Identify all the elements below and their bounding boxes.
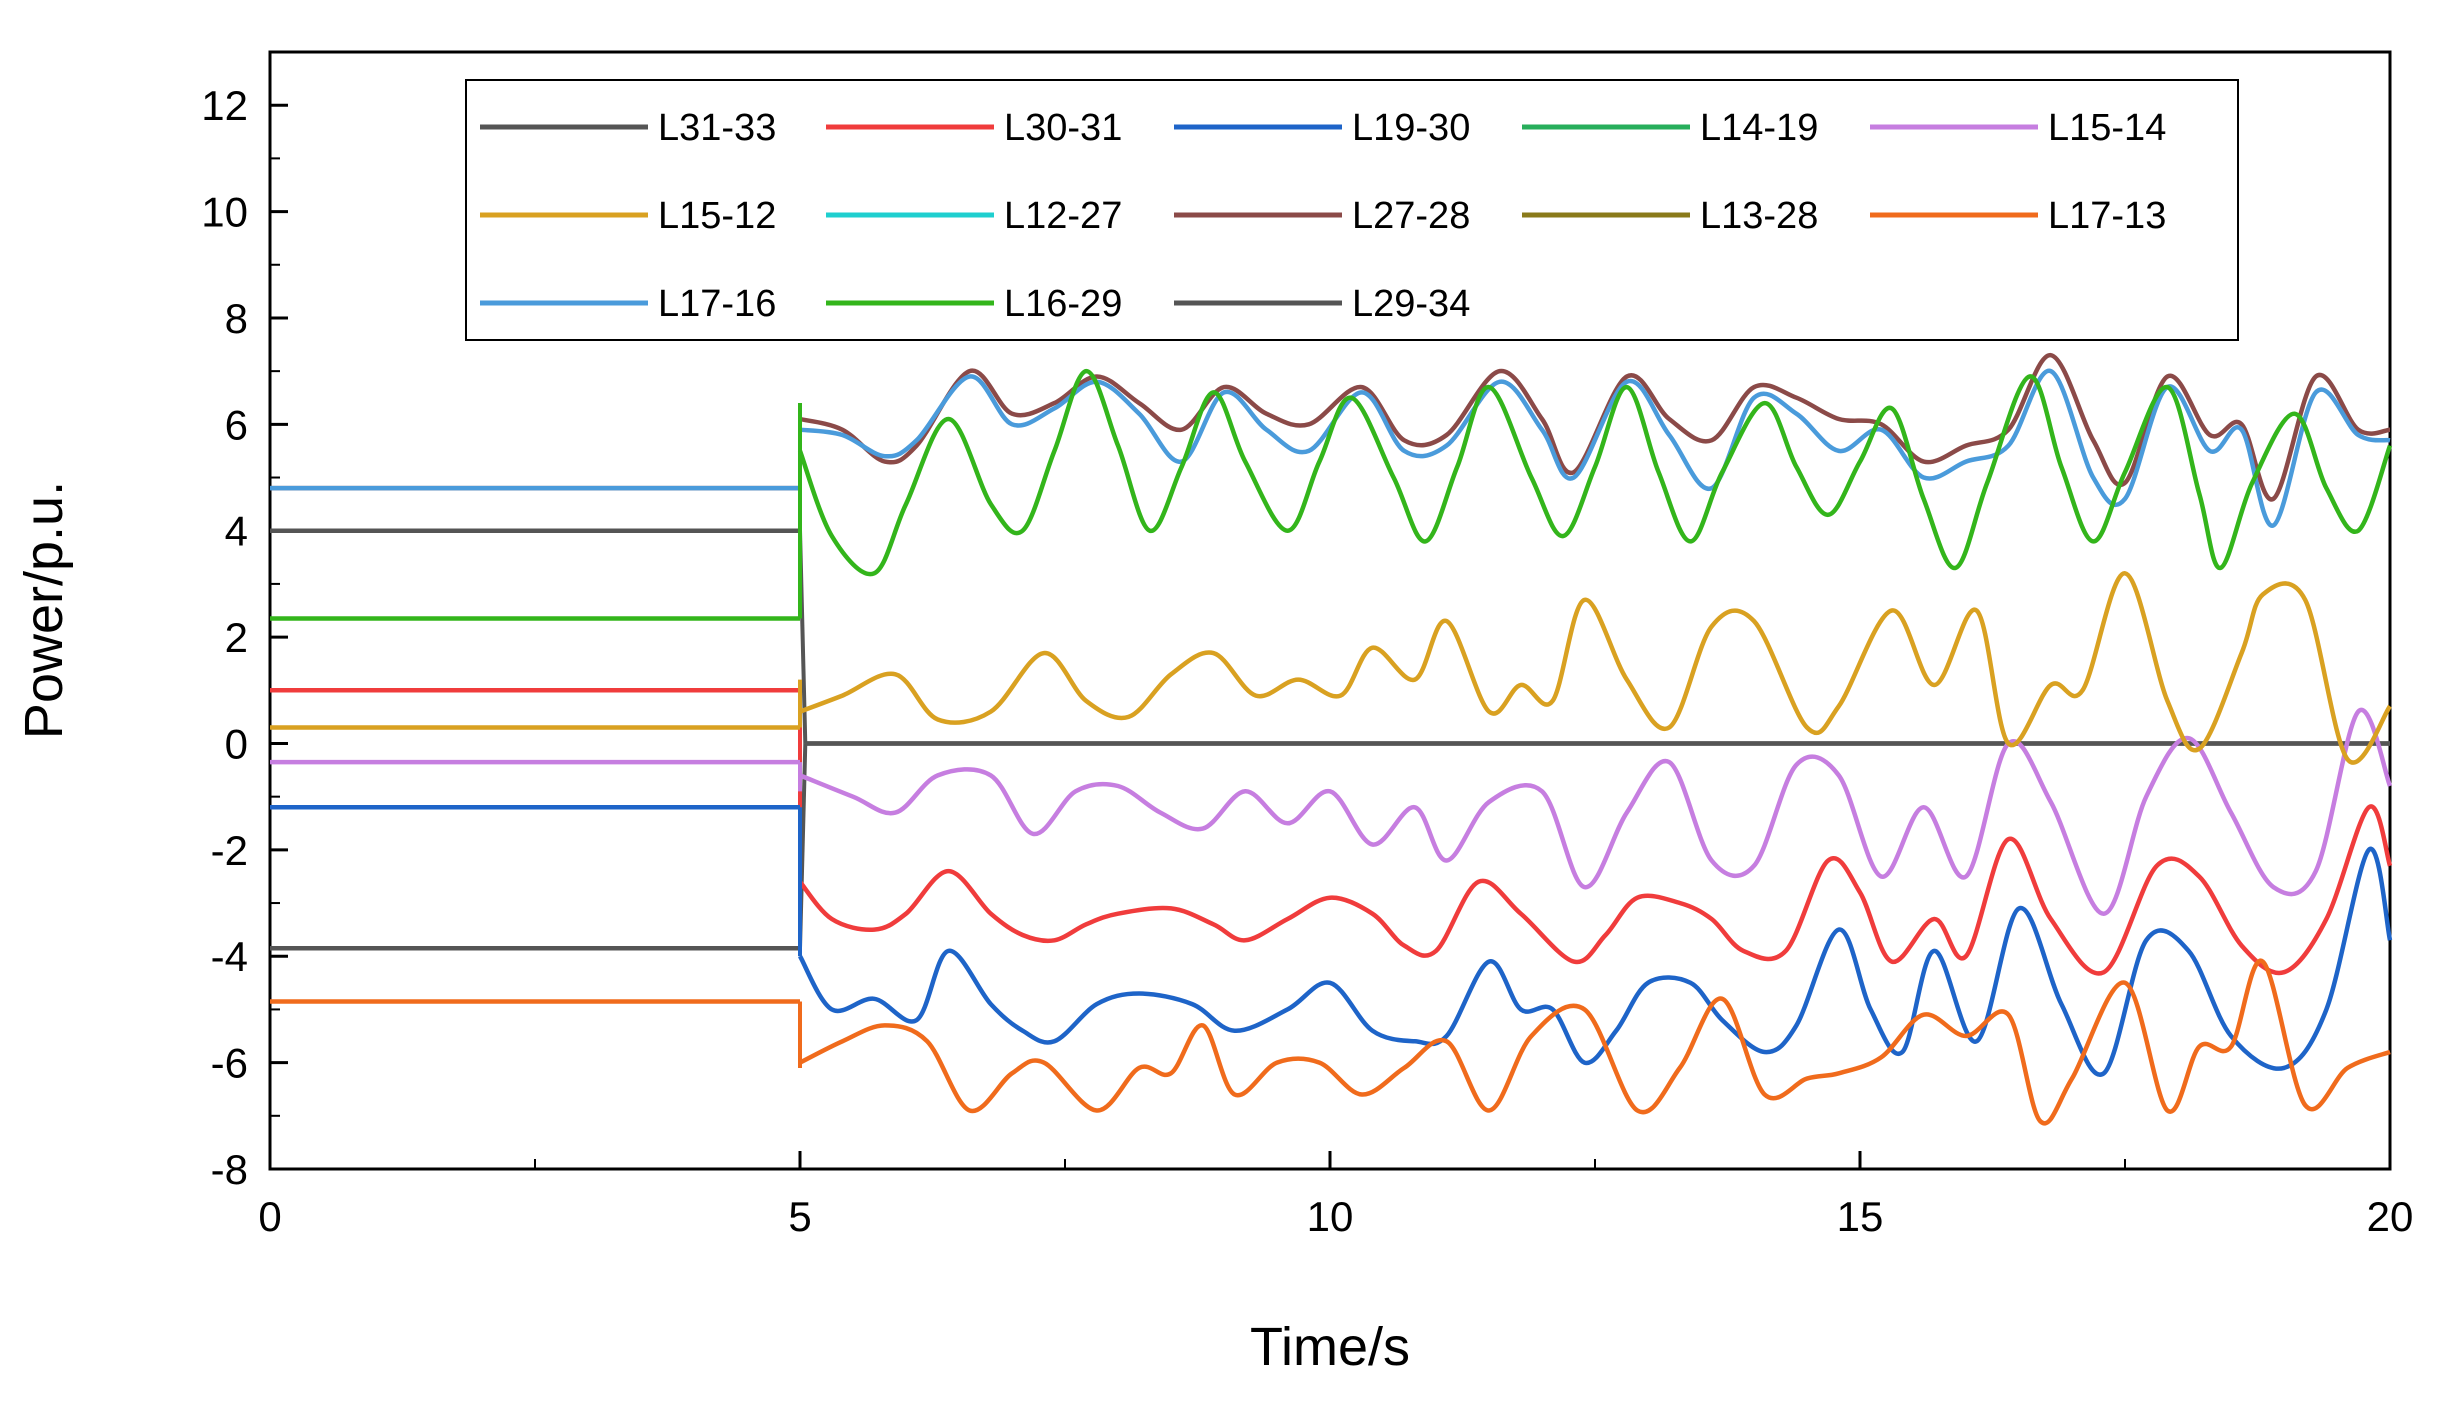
y-tick-label: -4 bbox=[211, 933, 248, 980]
legend-label: L14-19 bbox=[1700, 107, 1818, 149]
y-tick-label: 10 bbox=[201, 189, 248, 236]
series-l29-34 bbox=[270, 528, 2390, 746]
y-tick-label: 12 bbox=[201, 82, 248, 129]
series-l31-33 bbox=[270, 741, 2390, 951]
x-axis-ticks: 0 5 10 15 20 bbox=[258, 1151, 2413, 1240]
legend-label: L15-14 bbox=[2048, 107, 2166, 149]
x-axis-title: Time/s bbox=[1250, 1317, 1410, 1377]
series-l15-14 bbox=[270, 707, 2393, 916]
legend-entry-l27-28: L27-28 bbox=[1174, 195, 1470, 237]
legend-label: L12-27 bbox=[1004, 195, 1122, 237]
series-layer bbox=[270, 352, 2393, 1126]
legend-entry-l13-28: L13-28 bbox=[1522, 195, 1818, 237]
legend: L31-33 L30-31 L19-30 L14-19 L15-14 L15-12 L12-… bbox=[465, 79, 2239, 341]
x-tick-label: 15 bbox=[1837, 1193, 1884, 1240]
legend-entry-l15-14: L15-14 bbox=[1870, 107, 2166, 149]
x-tick-label: 10 bbox=[1307, 1193, 1354, 1240]
legend-entry-l14-19: L14-19 bbox=[1522, 107, 1818, 149]
y-tick-label: 2 bbox=[225, 614, 248, 661]
legend-label: L30-31 bbox=[1004, 107, 1122, 149]
legend-box bbox=[465, 79, 2239, 341]
x-tick-label: 20 bbox=[2367, 1193, 2414, 1240]
series-l17-13 bbox=[270, 958, 2391, 1126]
series-line-postfault bbox=[798, 846, 2393, 1077]
legend-label: L19-30 bbox=[1352, 107, 1470, 149]
legend-entry-l31-33: L31-33 bbox=[480, 107, 776, 149]
series-l19-30 bbox=[270, 805, 2393, 1077]
y-axis-ticks: -8 -6 -4 -2 0 2 4 6 8 10 12 bbox=[201, 82, 288, 1193]
y-tick-label: 4 bbox=[225, 508, 248, 555]
legend-label: L17-16 bbox=[658, 283, 776, 325]
legend-label: L15-12 bbox=[658, 195, 776, 237]
y-tick-label: 0 bbox=[225, 720, 248, 767]
legend-label: L13-28 bbox=[1700, 195, 1818, 237]
legend-label: L31-33 bbox=[658, 107, 776, 149]
series-l15-12 bbox=[270, 571, 2392, 765]
legend-entry-l30-31: L30-31 bbox=[826, 107, 1122, 149]
legend-entry-l17-16: L17-16 bbox=[480, 283, 776, 325]
y-tick-label: -6 bbox=[211, 1040, 248, 1087]
legend-entry-l29-34: L29-34 bbox=[1174, 283, 1470, 325]
legend-entry-l17-13: L17-13 bbox=[1870, 195, 2166, 237]
legend-entry-l16-29: L16-29 bbox=[826, 283, 1122, 325]
legend-entry-l12-27: L12-27 bbox=[826, 195, 1122, 237]
y-tick-label: -2 bbox=[211, 827, 248, 874]
series-line-postfault bbox=[797, 368, 2393, 577]
series-line-postfault bbox=[798, 804, 2393, 976]
series-line-postfault bbox=[799, 352, 2391, 502]
legend-label: L17-13 bbox=[2048, 195, 2166, 237]
series-l30-31 bbox=[270, 688, 2393, 976]
series-line-postfault bbox=[799, 958, 2391, 1126]
legend-label: L16-29 bbox=[1004, 283, 1122, 325]
y-tick-label: 8 bbox=[225, 295, 248, 342]
x-tick-label: 0 bbox=[258, 1193, 281, 1240]
legend-label: L29-34 bbox=[1352, 283, 1470, 325]
y-tick-label: 6 bbox=[225, 401, 248, 448]
y-tick-label: -8 bbox=[211, 1146, 248, 1193]
y-axis-title: Power/p.u. bbox=[14, 481, 74, 739]
x-tick-label: 5 bbox=[788, 1193, 811, 1240]
series-l16-29 bbox=[270, 368, 2393, 621]
legend-entry-l15-12: L15-12 bbox=[480, 195, 776, 237]
legend-entry-l19-30: L19-30 bbox=[1174, 107, 1470, 149]
series-line-postfault bbox=[799, 571, 2392, 765]
series-line-postfault bbox=[799, 707, 2393, 916]
legend-label: L27-28 bbox=[1352, 195, 1470, 237]
